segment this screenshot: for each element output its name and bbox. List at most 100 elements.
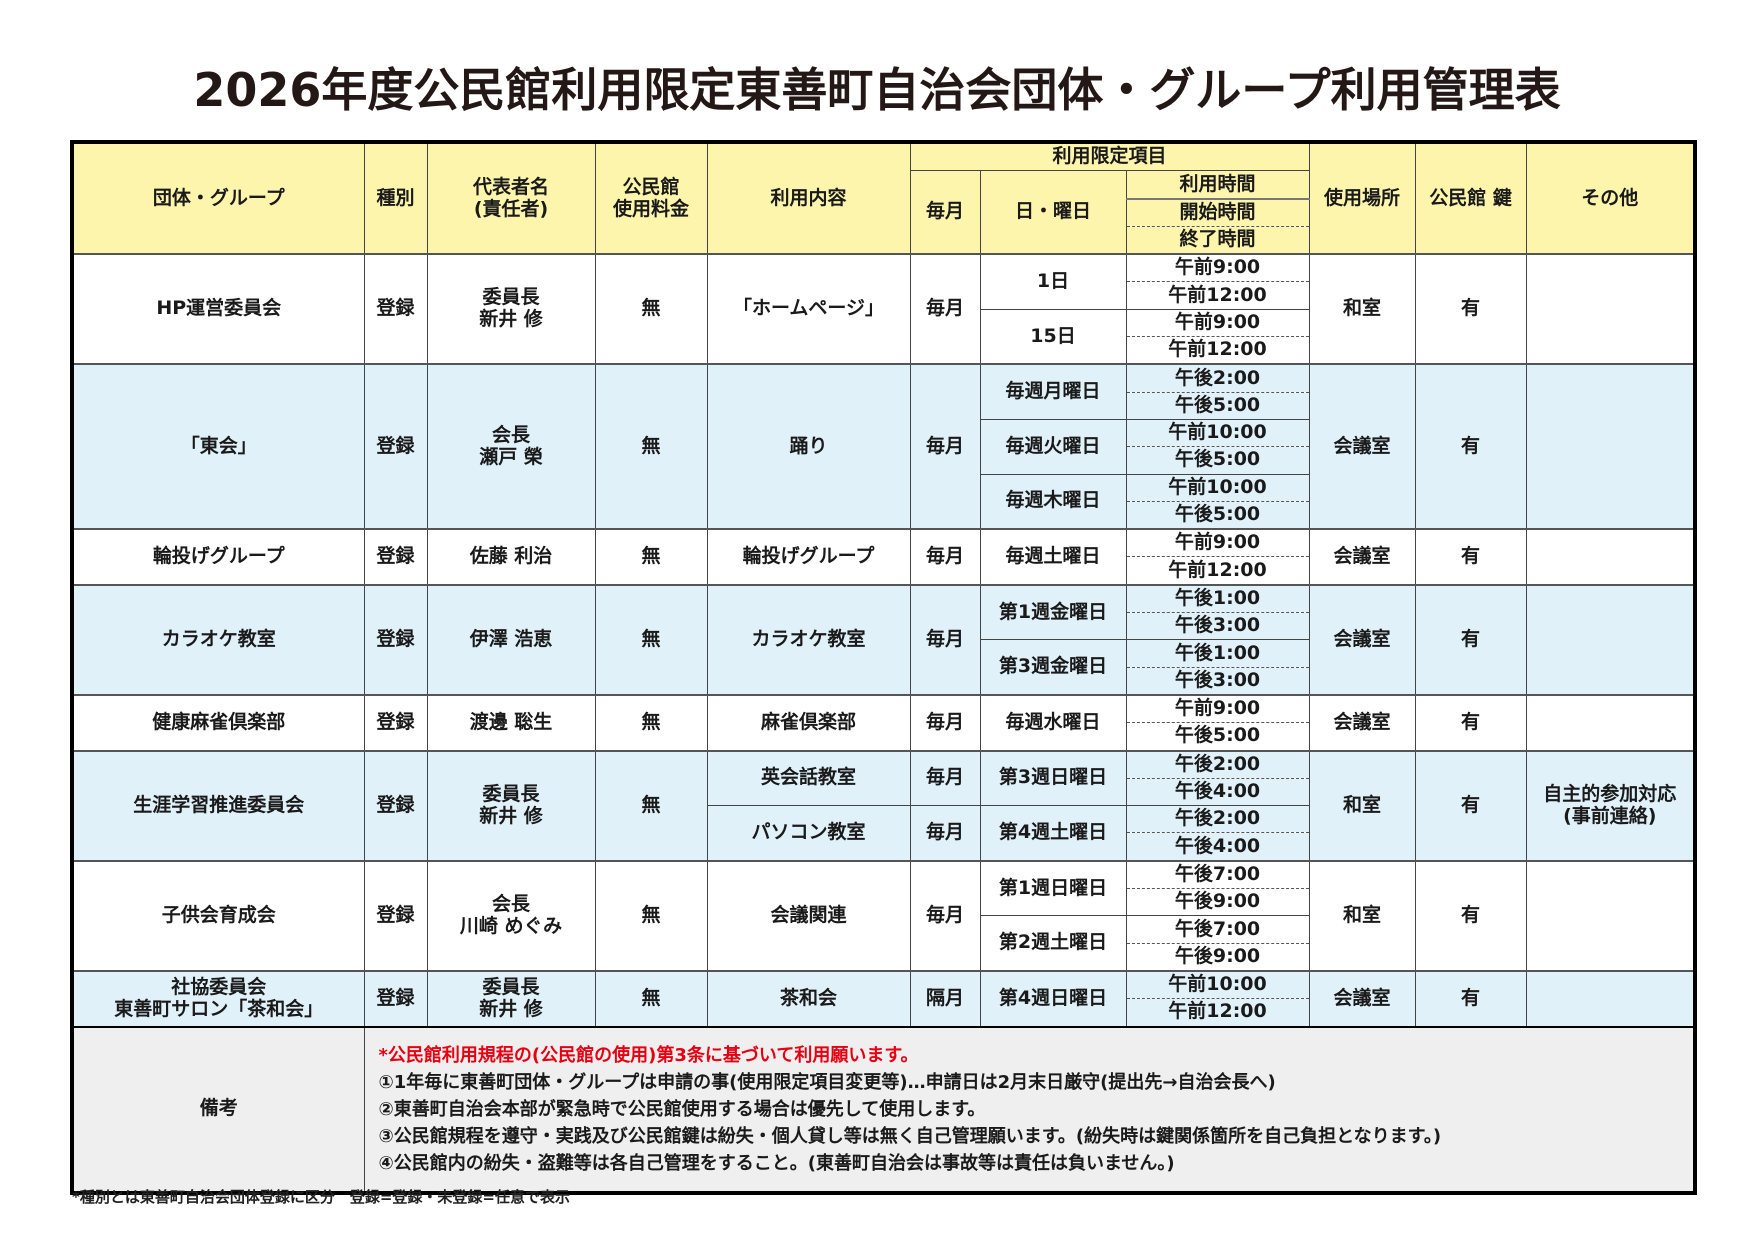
group-representative: 会長 川崎 めぐみ [426, 859, 596, 972]
usage-day: 第4週日曜日 [979, 969, 1127, 1027]
group-representative: 佐藤 利治 [426, 528, 596, 586]
usage-place: 会議室 [1308, 693, 1416, 752]
table-row: 午後5:00 [72, 500, 1695, 530]
remarks-item: ③公民館規程を遵守・実践及び公民館鍵は紛失・個人貸し等は無く自己管理願います。(… [378, 1125, 1442, 1147]
group-name: HP運営委員会 [71, 253, 365, 365]
table-row: カラオケ教室 登録 伊澤 浩恵無カラオケ教室 毎月 第1週金曜日 午後1:00 会議室有 [71, 583, 1696, 696]
table-row: 健康麻雀倶楽部 登録 渡邊 聡生無麻雀倶楽部 毎月 毎週水曜日 午前9:00 会議室有 [71, 693, 1696, 752]
usage-frequency: 毎月 [909, 859, 981, 972]
end-time: 午後5:00 [1125, 500, 1310, 530]
start-time: 午前9:00 [1125, 693, 1310, 724]
usage-day: 第1週金曜日 [979, 583, 1127, 641]
header-start: 開始時間 [1125, 198, 1310, 227]
group-representative: 委員長 新井 修 [426, 749, 596, 862]
usage-fee: 無 [594, 859, 708, 972]
table-row: 午後9:00 [72, 888, 1695, 917]
usage-frequency: 毎月 [909, 363, 981, 530]
other-notes: 自主的参加対応 (事前連絡) [1525, 749, 1696, 862]
group-representative: 会長 瀬戸 榮 [426, 363, 596, 530]
header-freq: 毎月 [909, 170, 981, 255]
group-type: 登録 [363, 253, 428, 365]
remarks-item: ①1年毎に東善町団体・グループは申請の事(使用限定項目変更等)…申請日は2月末日… [378, 1071, 1276, 1093]
usage-place: 会議室 [1308, 363, 1416, 530]
table-row: 第3週金曜日 午後1:00 [72, 639, 1695, 696]
usage-day: 毎週木曜日 [979, 473, 1127, 530]
usage-fee: 無 [594, 969, 708, 1027]
header-place: 使用場所 [1308, 141, 1416, 255]
usage-fee: 無 [594, 253, 708, 365]
table-body: HP運営委員会 登録 委員長 新井 修無「ホームページ」 毎月 1日 午前9:00 和室有午… [71, 253, 1696, 1193]
usage-frequency: 毎月 [909, 253, 981, 365]
usage-day: 第3週日曜日 [979, 749, 1127, 807]
header-content: 利用内容 [706, 141, 911, 255]
group-name: 健康麻雀倶楽部 [71, 693, 365, 752]
end-time: 午前12:00 [1125, 336, 1310, 365]
usage-content: 踊り [706, 363, 911, 530]
other-notes [1525, 253, 1696, 365]
table-row: 午前12:00 [72, 336, 1695, 365]
usage-fee: 無 [594, 583, 708, 696]
end-time: 午後5:00 [1125, 391, 1310, 420]
usage-frequency: 毎月 [909, 528, 981, 586]
table-row: 午後5:00 [72, 446, 1695, 475]
group-representative: 委員長 新井 修 [426, 969, 596, 1027]
header-group: 団体・グループ [71, 141, 365, 255]
end-time: 午前12:00 [1125, 281, 1310, 310]
start-time: 午前9:00 [1125, 253, 1310, 283]
group-name: 輪投げグループ [71, 528, 365, 586]
key-status: 有 [1414, 253, 1527, 365]
table-row: 「東会」 登録 会長 瀬戸 榮無踊り 毎月 毎週月曜日 午後2:00 会議室有 [71, 363, 1696, 530]
table-row: パソコン教室 毎月 第4週土曜日 午後2:00 [72, 805, 1695, 862]
header-limits: 利用限定項目 [909, 141, 1310, 172]
table-row: 午前12:00 [72, 281, 1695, 310]
group-name: 子供会育成会 [71, 859, 365, 972]
usage-content: カラオケ教室 [706, 583, 911, 696]
start-time: 午後1:00 [1125, 583, 1310, 614]
key-status: 有 [1414, 693, 1527, 752]
header-key: 公民館 鍵 [1414, 141, 1527, 255]
header-time: 利用時間 [1125, 170, 1310, 200]
other-notes [1525, 969, 1696, 1027]
group-name: 生涯学習推進委員会 [71, 749, 365, 862]
header-rep: 代表者名 (責任者) [426, 141, 596, 255]
usage-place: 会議室 [1308, 969, 1416, 1027]
table-row: 午後4:00 [72, 832, 1695, 862]
other-notes [1525, 363, 1696, 530]
table-row: 午後3:00 [72, 666, 1695, 696]
start-time: 午後2:00 [1125, 805, 1310, 834]
key-status: 有 [1414, 583, 1527, 696]
usage-day: 毎週水曜日 [979, 693, 1127, 752]
usage-frequency: 毎月 [909, 805, 981, 862]
key-status: 有 [1414, 363, 1527, 530]
group-type: 登録 [363, 859, 428, 972]
remarks-label: 備考 [71, 1025, 365, 1193]
end-time: 午前12:00 [1125, 998, 1310, 1027]
usage-content: 英会話教室 [706, 749, 911, 807]
usage-content: 茶和会 [706, 969, 911, 1027]
usage-place: 和室 [1308, 253, 1416, 365]
end-time: 午後4:00 [1125, 832, 1310, 862]
header-fee: 公民館 使用料金 [594, 141, 708, 255]
end-time: 午後5:00 [1125, 722, 1310, 752]
usage-content: 会議関連 [706, 859, 911, 972]
group-representative: 渡邊 聡生 [426, 693, 596, 752]
table-row: 生涯学習推進委員会 登録 委員長 新井 修無英会話教室 毎月 第3週日曜日 午後2:00 和… [71, 749, 1696, 862]
group-type: 登録 [363, 528, 428, 586]
usage-day: 毎週土曜日 [979, 528, 1127, 586]
usage-content: パソコン教室 [706, 805, 911, 862]
table-row: 毎週火曜日 午前10:00 [72, 418, 1695, 475]
start-time: 午前10:00 [1125, 418, 1310, 448]
usage-day: 第2週土曜日 [979, 915, 1127, 972]
group-name: 社協委員会 東善町サロン「茶和会」 [71, 969, 365, 1027]
header-type: 種別 [363, 141, 428, 255]
usage-day: 15日 [979, 308, 1127, 365]
usage-place: 会議室 [1308, 528, 1416, 586]
usage-place: 会議室 [1308, 583, 1416, 696]
group-name: 「東会」 [71, 363, 365, 530]
start-time: 午後2:00 [1125, 363, 1310, 393]
header-end: 終了時間 [1125, 225, 1310, 255]
group-name: カラオケ教室 [71, 583, 365, 696]
end-time: 午後3:00 [1125, 612, 1310, 641]
group-representative: 委員長 新井 修 [426, 253, 596, 365]
usage-place: 和室 [1308, 749, 1416, 862]
